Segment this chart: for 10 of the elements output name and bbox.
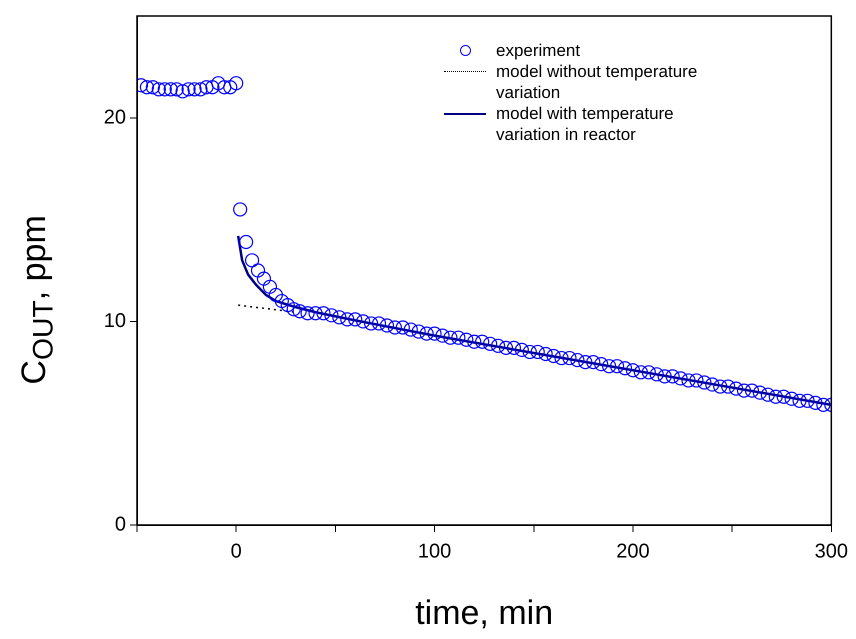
x-tick-label: 200 [616, 540, 650, 563]
x-tick-label: 100 [418, 540, 452, 563]
legend-label: experiment [496, 40, 582, 61]
y-tick-label: 0 [114, 514, 126, 536]
x-tick-label: 0 [230, 540, 242, 563]
x-tick-label: 300 [814, 540, 848, 563]
x-axis-title: time, min [415, 594, 554, 632]
legend-label: model with temperature variation in reactor [496, 103, 675, 145]
y-tick-label: 20 [104, 106, 126, 128]
y-tick-label: 10 [104, 310, 126, 332]
